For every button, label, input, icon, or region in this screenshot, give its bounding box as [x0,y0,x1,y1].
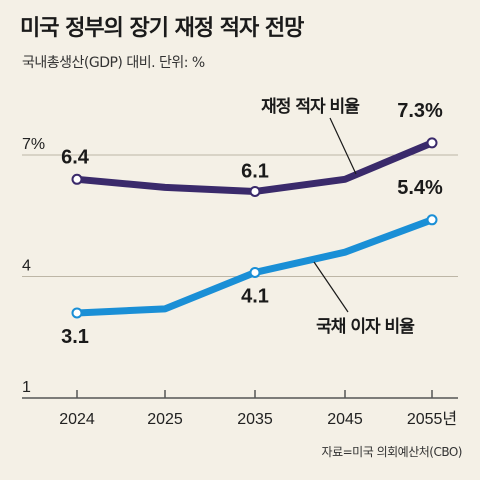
data-point [71,307,83,319]
data-point [426,214,438,226]
x-tick-label: 2045 [327,411,363,428]
data-label: 7.3% [397,100,443,122]
series-points [71,137,438,319]
series-name-label: 국채 이자 비율 [316,317,415,337]
source-note: 자료=미국 의회예산처(CBO) [321,445,463,459]
y-tick-label: 1 [22,379,31,396]
data-labels: 6.4 6.1 7.3% 3.1 4.1 5.4% [61,100,443,348]
x-tick-label: 2055년 [407,410,457,428]
chart-subtitle: 국내총생산(GDP) 대비. 단위: % [22,55,205,71]
y-tick-label: 7% [22,136,45,153]
x-tick-label: 2024 [59,411,95,428]
data-point [426,137,438,149]
y-tick-label: 4 [22,258,31,275]
y-axis-ticks: 7% 4 1 [22,136,45,396]
data-label: 6.4 [61,146,90,168]
series-name-label: 재정 적자 비율 [261,97,360,117]
data-point [249,185,261,197]
x-tick-label: 2035 [237,411,273,428]
series-leader-line [313,261,349,313]
data-label: 5.4% [397,177,443,199]
x-tick-label: 2025 [147,411,183,428]
data-label: 4.1 [241,285,269,307]
data-point [249,266,261,278]
x-axis-ticks: 2024 2025 2035 2045 2055년 [59,390,457,428]
data-label: 6.1 [241,160,269,182]
series-leader-line [329,117,357,175]
data-point [71,173,83,185]
chart-title: 미국 정부의 장기 재정 적자 전망 [20,16,304,41]
data-label: 3.1 [61,326,89,348]
